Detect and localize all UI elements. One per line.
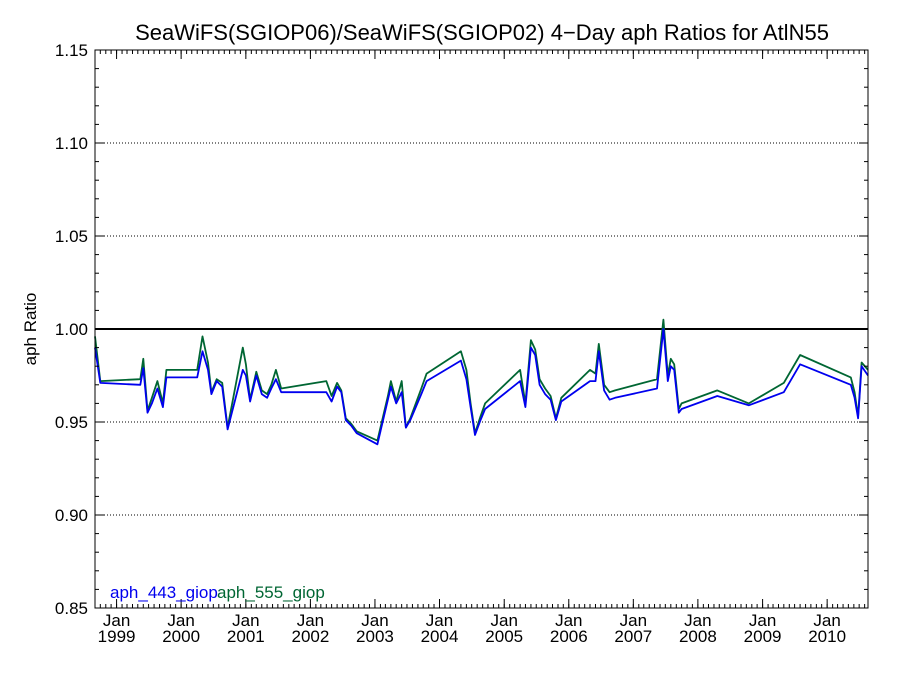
x-tick-month-label: Jan — [813, 611, 840, 630]
y-tick-label: 1.00 — [55, 320, 88, 339]
x-tick-month-label: Jan — [491, 611, 518, 630]
x-tick-year-label: 2009 — [744, 627, 782, 646]
x-tick-month-label: Jan — [620, 611, 647, 630]
y-tick-label: 0.90 — [55, 506, 88, 525]
x-tick-month-label: Jan — [555, 611, 582, 630]
x-tick-month-label: Jan — [749, 611, 776, 630]
x-tick-month-label: Jan — [361, 611, 388, 630]
x-tick-year-label: 2004 — [421, 627, 459, 646]
x-tick-month-label: Jan — [167, 611, 194, 630]
x-tick-year-label: 2007 — [614, 627, 652, 646]
y-tick-label: 1.15 — [55, 41, 88, 60]
legend: aph_443_giop aph_555_giop — [110, 583, 325, 602]
x-tick-year-label: 2010 — [808, 627, 846, 646]
legend-entry-aph_555_giop: aph_555_giop — [217, 583, 325, 602]
legend-entry-aph_443_giop: aph_443_giop — [110, 583, 218, 602]
x-tick-year-label: 2001 — [227, 627, 265, 646]
x-tick-year-label: 2003 — [356, 627, 394, 646]
chart-title: SeaWiFS(SGIOP06)/SeaWiFS(SGIOP02) 4−Day … — [135, 20, 829, 45]
y-tick-label: 1.10 — [55, 134, 88, 153]
y-tick-label: 1.05 — [55, 227, 88, 246]
y-tick-label: 0.85 — [55, 599, 88, 618]
y-tick-labels: 0.85 0.90 0.95 1.00 1.05 1.10 1.15 — [55, 41, 88, 618]
x-tick-year-label: 2005 — [485, 627, 523, 646]
x-tick-year-label: 2006 — [550, 627, 588, 646]
y-tick-label: 0.95 — [55, 413, 88, 432]
x-tick-month-label: Jan — [426, 611, 453, 630]
x-tick-year-label: 2008 — [679, 627, 717, 646]
x-tick-year-label: 2000 — [162, 627, 200, 646]
axis-ticks — [94, 49, 868, 609]
y-axis-label: aph Ratio — [21, 293, 40, 366]
series-layer — [94, 318, 869, 446]
x-tick-year-label: 1999 — [98, 627, 136, 646]
x-tick-month-label: Jan — [684, 611, 711, 630]
series-line-aph_443_giop — [94, 328, 869, 446]
x-tick-year-label: 2002 — [291, 627, 329, 646]
x-tick-month-label: Jan — [103, 611, 130, 630]
x-tick-labels: Jan1999Jan2000Jan2001Jan2002Jan2003Jan20… — [98, 611, 846, 646]
x-tick-month-label: Jan — [232, 611, 259, 630]
x-tick-month-label: Jan — [297, 611, 324, 630]
